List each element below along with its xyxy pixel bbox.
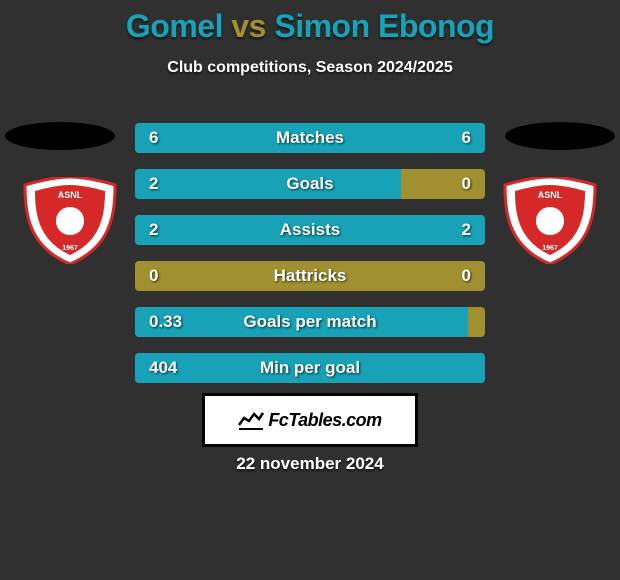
title-player2: Simon Ebonog <box>274 8 494 44</box>
bar-track <box>135 169 485 199</box>
bar-row: Goals20 <box>135 169 485 199</box>
bar-left-fill <box>135 307 468 337</box>
subtitle: Club competitions, Season 2024/2025 <box>0 59 620 77</box>
bar-right-fill <box>310 123 485 153</box>
bar-row: Assists22 <box>135 215 485 245</box>
right-ellipse <box>505 122 615 150</box>
title-player1: Gomel <box>126 8 223 44</box>
bar-left-fill <box>135 123 310 153</box>
bar-right-fill <box>310 215 485 245</box>
svg-text:ASNL: ASNL <box>58 190 83 200</box>
bar-track <box>135 307 485 337</box>
bar-track <box>135 215 485 245</box>
chart-icon <box>238 410 264 430</box>
brand-box: FcTables.com <box>202 393 418 447</box>
brand-text: FcTables.com <box>268 410 381 431</box>
bar-row: Hattricks00 <box>135 261 485 291</box>
page-title: Gomel vs Simon Ebonog <box>0 0 620 45</box>
shield-icon: ASNL 1967 <box>20 177 120 264</box>
title-vs: vs <box>231 8 266 44</box>
bar-left-fill <box>135 353 485 383</box>
bar-left-fill <box>135 215 310 245</box>
bar-track <box>135 261 485 291</box>
bar-row: Matches66 <box>135 123 485 153</box>
bar-left-fill <box>135 169 401 199</box>
right-team-badge: ASNL 1967 <box>500 177 600 264</box>
bar-track <box>135 353 485 383</box>
brand-logo: FcTables.com <box>238 410 381 431</box>
bar-track <box>135 123 485 153</box>
svg-text:1967: 1967 <box>62 245 78 252</box>
comparison-bars: Matches66 Goals20 Assists22 Hattricks00 Goal… <box>135 123 485 399</box>
shield-icon: ASNL 1967 <box>500 177 600 264</box>
bar-row: Min per goal404 <box>135 353 485 383</box>
bar-row: Goals per match0.33 <box>135 307 485 337</box>
svg-text:1967: 1967 <box>542 245 558 252</box>
footer-date: 22 november 2024 <box>0 454 620 474</box>
left-team-badge: ASNL 1967 <box>20 177 120 264</box>
left-ellipse <box>5 122 115 150</box>
svg-text:ASNL: ASNL <box>538 190 563 200</box>
